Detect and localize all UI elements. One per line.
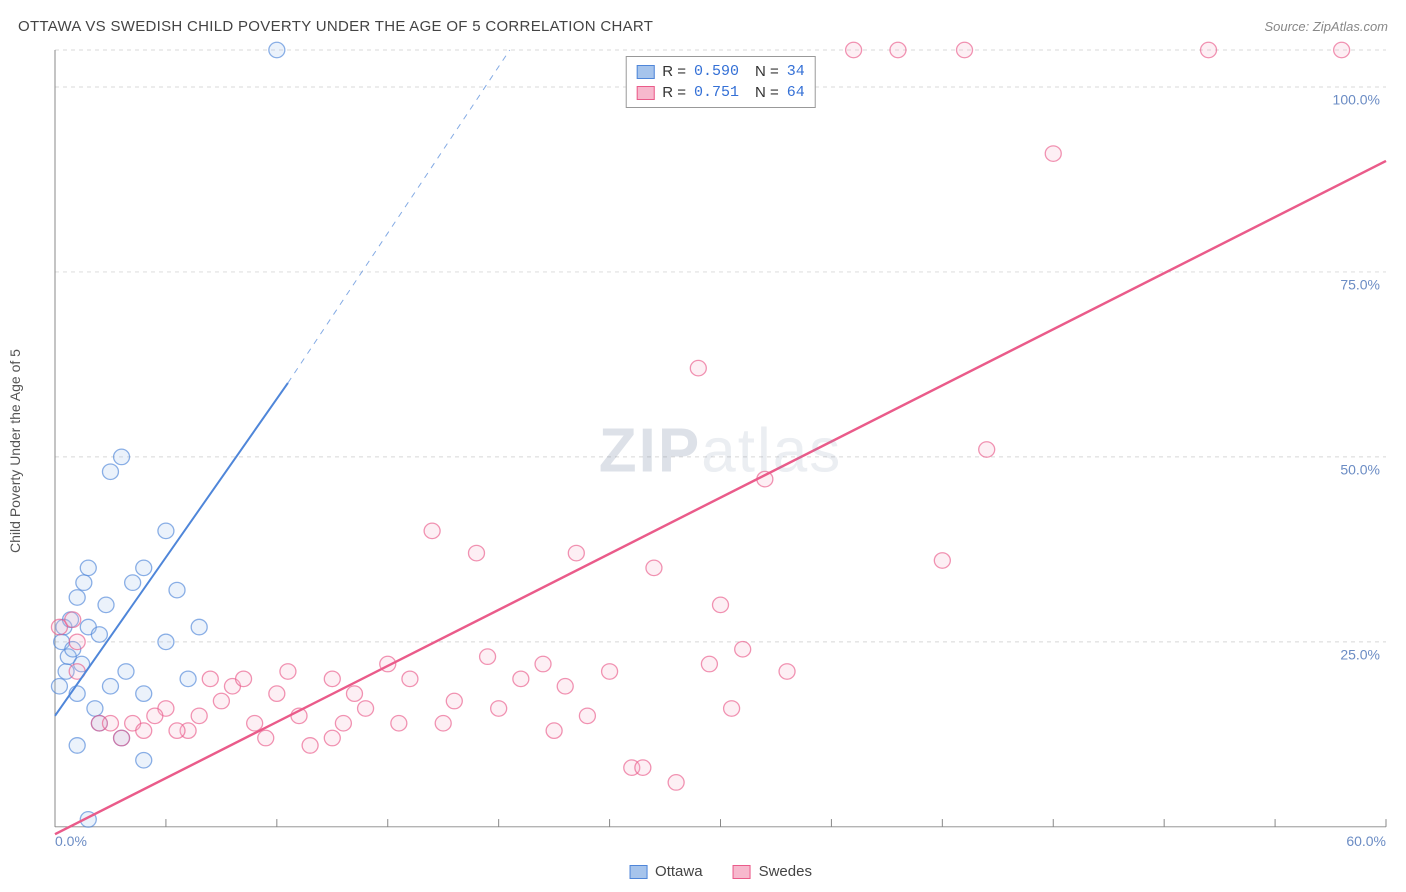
svg-text:60.0%: 60.0% [1346, 834, 1386, 849]
plot-svg: 25.0% 50.0% 75.0% 100.0% 0.0% 60.0% [55, 50, 1386, 852]
legend-label: Ottawa [655, 863, 703, 880]
source-attribution: Source: ZipAtlas.com [1264, 19, 1388, 34]
svg-text:0.0%: 0.0% [55, 834, 87, 849]
legend-swatch [636, 65, 654, 79]
legend-stat-row: R =0.751N =64 [636, 82, 805, 103]
legend-label: Swedes [759, 863, 812, 880]
legend-series: Ottawa Swedes [629, 863, 812, 880]
svg-text:100.0%: 100.0% [1333, 93, 1380, 108]
legend-swatch [629, 865, 647, 879]
svg-text:75.0%: 75.0% [1340, 278, 1380, 293]
y-axis-label: Child Poverty Under the Age of 5 [7, 349, 23, 553]
scatter-plot: Child Poverty Under the Age of 5 ZIPatla… [55, 50, 1386, 852]
legend-swatch [636, 86, 654, 100]
svg-text:25.0%: 25.0% [1340, 647, 1380, 662]
legend-item: Swedes [733, 863, 812, 880]
legend-correlation-box: R =0.590N =34R =0.751N =64 [625, 56, 816, 108]
legend-stat-row: R =0.590N =34 [636, 61, 805, 82]
legend-item: Ottawa [629, 863, 703, 880]
svg-text:50.0%: 50.0% [1340, 463, 1380, 478]
chart-title: OTTAWA VS SWEDISH CHILD POVERTY UNDER TH… [18, 18, 653, 35]
legend-swatch [733, 865, 751, 879]
